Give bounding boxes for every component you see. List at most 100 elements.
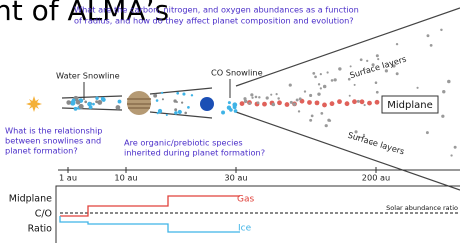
grain xyxy=(76,100,81,105)
grain xyxy=(350,65,352,67)
grain xyxy=(66,100,71,105)
grain xyxy=(181,101,183,103)
ice-label: Ice xyxy=(238,224,252,234)
grain xyxy=(84,101,87,104)
ice-curve xyxy=(60,216,240,232)
label: Surface layers xyxy=(347,130,406,157)
axis-label: 200 au xyxy=(362,173,390,183)
grain xyxy=(74,107,78,111)
grain xyxy=(315,100,320,105)
grain xyxy=(440,29,442,31)
grain xyxy=(289,84,292,87)
grain xyxy=(396,72,399,75)
grain xyxy=(427,34,430,37)
grain xyxy=(338,67,341,70)
grain xyxy=(357,100,360,103)
grain xyxy=(366,60,368,62)
grain xyxy=(258,96,260,98)
grain xyxy=(364,104,366,106)
grain xyxy=(354,84,356,86)
grain xyxy=(255,96,258,99)
grain xyxy=(396,43,398,45)
grain xyxy=(442,90,445,93)
grain xyxy=(250,93,253,96)
grain xyxy=(174,108,177,111)
grain xyxy=(293,103,296,106)
grain xyxy=(184,112,187,115)
grain xyxy=(174,111,178,115)
grain xyxy=(311,115,314,118)
grain xyxy=(318,83,320,85)
grain xyxy=(337,99,342,104)
grain xyxy=(377,58,379,60)
question: Are organic/prebiotic species xyxy=(124,138,243,148)
grain xyxy=(95,97,98,100)
grain xyxy=(298,110,300,112)
grain xyxy=(360,99,365,104)
grain xyxy=(173,99,176,102)
grain xyxy=(118,100,122,104)
grain xyxy=(240,101,245,106)
grain xyxy=(166,114,168,116)
grain xyxy=(187,106,190,109)
grain xyxy=(352,99,357,104)
axis-label: 1 au xyxy=(59,173,77,183)
grain xyxy=(426,131,429,134)
grain xyxy=(161,92,163,94)
question: What is the relationship xyxy=(5,126,102,136)
question: inherited during planet formation? xyxy=(124,148,265,158)
grain xyxy=(243,97,246,100)
grain xyxy=(290,101,293,104)
grain xyxy=(330,101,335,106)
grain xyxy=(299,97,302,100)
grain xyxy=(312,72,315,75)
axis-label: 30 au xyxy=(224,173,247,183)
grain xyxy=(221,111,225,115)
grain xyxy=(102,98,106,102)
grain xyxy=(334,78,337,81)
grain xyxy=(228,101,231,104)
panel-frame xyxy=(56,186,460,243)
grain xyxy=(320,87,322,89)
grain xyxy=(262,102,267,107)
question: planet formation? xyxy=(5,146,78,156)
grain xyxy=(314,76,317,79)
grain xyxy=(322,103,327,108)
grain xyxy=(375,81,378,84)
grain xyxy=(331,79,334,82)
grain xyxy=(234,109,238,113)
grain xyxy=(309,94,312,97)
grain xyxy=(116,105,121,110)
grain xyxy=(162,98,164,100)
grain xyxy=(277,97,279,99)
grain xyxy=(296,98,299,101)
question: between snowlines and xyxy=(5,136,101,146)
grain xyxy=(153,94,157,98)
grain xyxy=(327,119,330,122)
question: of radius, and how do they affect planet… xyxy=(74,16,354,26)
grain xyxy=(441,115,444,118)
grain xyxy=(375,100,380,105)
ice-planet xyxy=(200,97,214,111)
grain xyxy=(270,94,272,96)
grain xyxy=(92,103,95,106)
label: CO Snowline xyxy=(211,68,263,78)
label: Surface layers xyxy=(348,54,407,81)
grain xyxy=(317,92,320,95)
grain xyxy=(276,93,278,95)
gas-label: Gas xyxy=(237,195,254,205)
grain xyxy=(266,96,269,99)
grain xyxy=(285,102,290,107)
gas-giant xyxy=(127,91,151,115)
grain xyxy=(89,105,93,109)
grain xyxy=(416,87,418,89)
grain xyxy=(326,71,328,73)
grain xyxy=(251,97,253,99)
grain xyxy=(345,101,350,106)
grain xyxy=(79,104,84,109)
grain xyxy=(430,44,433,47)
grain xyxy=(157,112,159,114)
grain xyxy=(191,94,193,96)
grain xyxy=(320,73,322,75)
label: Midplane xyxy=(387,100,433,111)
